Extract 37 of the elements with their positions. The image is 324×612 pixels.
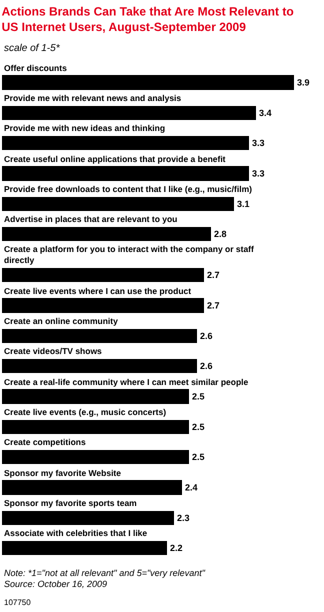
data-label: 2.6 <box>200 331 213 341</box>
data-label: 2.7 <box>207 300 220 310</box>
data-label: 2.5 <box>192 452 205 462</box>
data-label: 2.2 <box>170 543 183 553</box>
y-tick-label: Sponsor my favorite Website <box>4 468 122 478</box>
y-tick-label: Create live events (e.g., music concerts) <box>4 407 166 417</box>
y-tick-label: Create a platform for you to interact with the company or staff directly <box>4 244 254 266</box>
text: 107750 <box>4 598 32 607</box>
y-tick-label: Associate with celebrities that I like <box>4 528 148 538</box>
chart-title: Actions Brands Can Take that Are Most Relevant to US Internet Users, August-September 2009 <box>2 4 294 34</box>
y-tick-label: Provide me with new ideas and thinking <box>4 123 166 133</box>
data-label: 3.3 <box>252 138 265 148</box>
data-label: 2.5 <box>192 392 205 402</box>
y-tick-label: Provide free downloads to content that I like (e.g., music/film) <box>4 184 252 194</box>
y-tick-label: Create live events where I can use the product <box>4 286 192 296</box>
y-tick-label: Offer discounts <box>4 63 68 73</box>
y-tick-label: Create an online community <box>4 316 118 326</box>
data-label: 3.3 <box>252 168 265 178</box>
data-label: 2.3 <box>177 513 190 523</box>
y-tick-label: Create competitions <box>4 437 86 447</box>
y-tick-label: Advertise in places that are relevant to you <box>4 214 178 224</box>
data-label: 2.4 <box>185 482 198 492</box>
y-tick-label: Create useful online applications that provide a benefit <box>4 154 226 164</box>
data-label: 2.7 <box>207 270 220 280</box>
y-tick-label: Provide me with relevant news and analysis <box>4 93 182 103</box>
data-label: 2.5 <box>192 422 205 432</box>
data-label: 2.8 <box>214 229 227 239</box>
y-tick-label: Create videos/TV shows <box>4 346 102 356</box>
data-label: 3.4 <box>259 108 272 118</box>
data-label: 3.1 <box>237 199 250 209</box>
y-tick-label: Create a real-life community where I can meet similar people <box>4 377 248 387</box>
data-label: 3.9 <box>297 78 310 88</box>
data-label: 2.6 <box>200 361 213 371</box>
source-note: Source: October 16, 2009 <box>4 579 108 589</box>
chart-subtitle: scale of 1-5* <box>4 43 61 54</box>
y-tick-label: Sponsor my favorite sports team <box>4 498 138 508</box>
text: Note: *1="not at all relevant" and 5="very relevant" <box>4 568 206 578</box>
